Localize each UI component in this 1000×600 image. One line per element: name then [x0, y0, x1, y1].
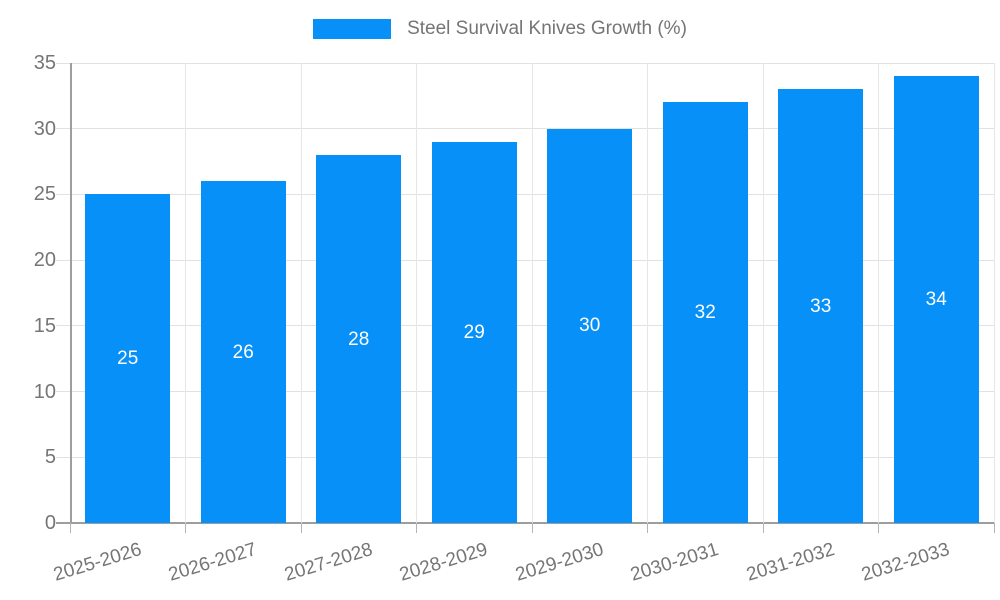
- legend-swatch: [313, 19, 392, 39]
- bar-2027-2028[interactable]: 28: [316, 155, 402, 523]
- bar-value-label: 30: [579, 315, 601, 337]
- gridline-y-10: [56, 391, 994, 393]
- gridline-x-4: [531, 63, 533, 523]
- bar-2031-2032[interactable]: 33: [778, 89, 864, 523]
- y-tick-label-10: 10: [33, 380, 56, 403]
- gridline-x-5: [647, 63, 648, 523]
- gridline-x-8: [993, 63, 995, 523]
- legend-label: Steel Survival Knives Growth (%): [407, 18, 687, 39]
- bar-value-label: 26: [232, 341, 254, 363]
- bar-2032-2033[interactable]: 34: [893, 76, 979, 523]
- y-tick-label-0: 0: [44, 512, 56, 534]
- gridline-x-2: [300, 63, 302, 523]
- gridline-y-30: [56, 128, 994, 130]
- bar-2025-2026[interactable]: 25: [85, 194, 171, 523]
- x-tick-mark-6: [762, 523, 764, 533]
- bar-value-label: 29: [463, 321, 485, 343]
- bar-value-label: 25: [117, 348, 139, 370]
- bar-value-label: 34: [925, 289, 947, 311]
- bar-2030-2031[interactable]: 32: [662, 102, 748, 523]
- x-tick-mark-0: [69, 523, 71, 533]
- bar-value-label: 28: [348, 328, 370, 350]
- x-axis-baseline: [56, 522, 994, 524]
- bar-value-label: 32: [694, 302, 716, 324]
- gridline-x-3: [416, 63, 417, 523]
- gridline-y-5: [56, 456, 994, 458]
- legend[interactable]: Steel Survival Knives Growth (%): [0, 18, 1000, 40]
- plot-area: 25 26 28 29 30 32 33 34 0 5 10 15 20 25 30 35 2025-202…: [34, 52, 995, 586]
- y-tick-label-5: 5: [44, 446, 56, 469]
- y-tick-label-20: 20: [33, 249, 56, 272]
- y-tick-label-35: 35: [33, 52, 56, 74]
- gridline-y-20: [56, 259, 994, 261]
- gridline-y-25: [56, 193, 994, 195]
- x-tick-mark-5: [647, 523, 648, 533]
- x-tick-mark-7: [878, 523, 879, 533]
- bar-2026-2027[interactable]: 26: [200, 181, 286, 523]
- x-tick-mark-8: [993, 523, 995, 533]
- y-axis-line: [70, 63, 72, 523]
- gridline-x-6: [762, 63, 764, 523]
- bar-2029-2030[interactable]: 30: [547, 128, 633, 523]
- bar-value-label: 33: [810, 295, 832, 317]
- y-tick-label-15: 15: [33, 314, 56, 337]
- x-tick-mark-3: [416, 523, 417, 533]
- x-tick-mark-4: [531, 523, 533, 533]
- gridline-y-15: [56, 325, 994, 327]
- x-tick-mark-1: [185, 523, 186, 533]
- x-tick-mark-2: [300, 523, 302, 533]
- bar-2028-2029[interactable]: 29: [431, 141, 517, 523]
- gridline-x-7: [878, 63, 879, 523]
- y-tick-label-30: 30: [33, 117, 56, 140]
- gridline-x-1: [185, 63, 186, 523]
- gridline-y-35: [56, 62, 994, 64]
- y-tick-label-25: 25: [33, 183, 56, 206]
